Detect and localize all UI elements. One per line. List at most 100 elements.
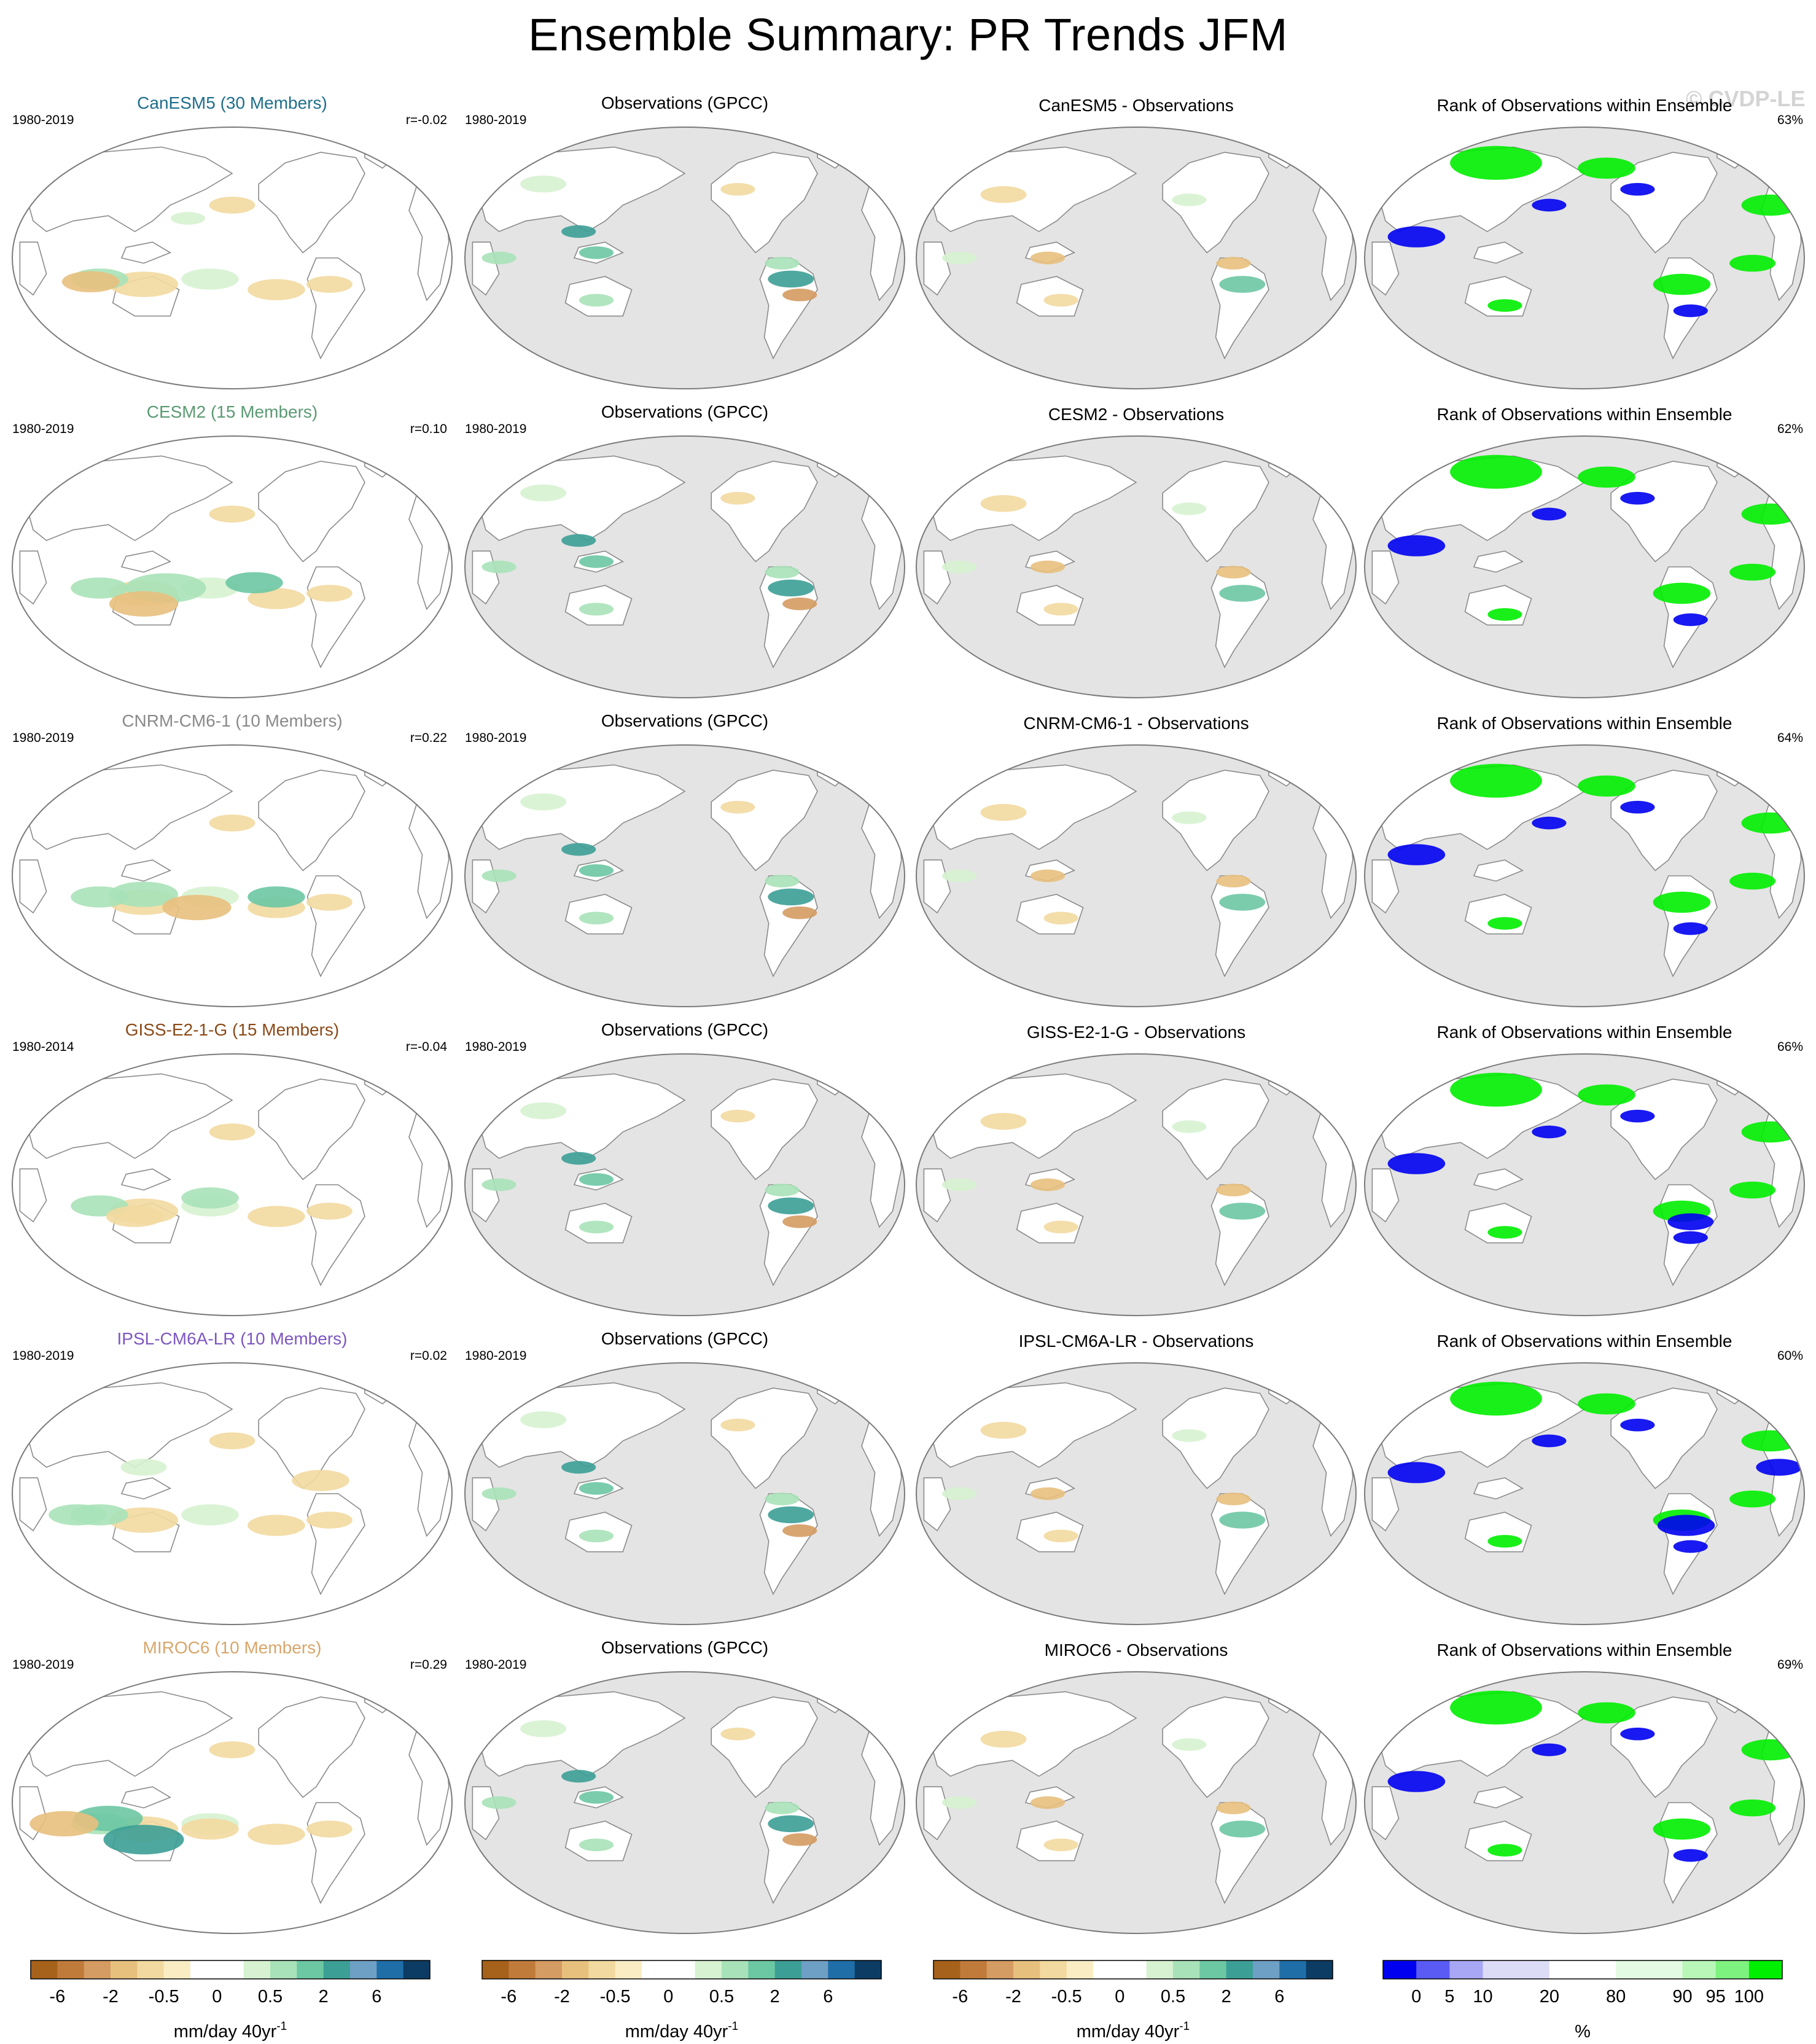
coastline bbox=[120, 1786, 172, 1809]
panel-r5-c2: Observations (GPCC) 1980-2019 bbox=[464, 1329, 905, 1625]
colorbar-tick-label: 10 bbox=[1473, 1987, 1492, 2007]
field-patch bbox=[768, 579, 814, 597]
pattern-correlation: r=0.29 bbox=[410, 1658, 447, 1672]
field-patch bbox=[1387, 535, 1446, 556]
map-border bbox=[1364, 1671, 1805, 1934]
colorbar-model: -6 -2 -0.5 0 0.5 2 6 mm/day 40yr-1 bbox=[30, 1960, 431, 2042]
obs-title: Observations (GPCC) bbox=[601, 1020, 768, 1039]
colorbar-bin bbox=[1649, 1960, 1683, 1979]
field-patch bbox=[1729, 1490, 1776, 1508]
colorbar-bin bbox=[243, 1960, 271, 1979]
field-patch bbox=[1172, 1429, 1207, 1442]
field-patch bbox=[579, 1791, 614, 1804]
colorbar-tick-label: 100 bbox=[1734, 1987, 1764, 2007]
panel-r3-c2: Observations (GPCC) 1980-2019 bbox=[464, 711, 905, 1007]
colorbar-bin bbox=[1279, 1960, 1307, 1979]
field-patch bbox=[1532, 198, 1567, 212]
coastline bbox=[1371, 1786, 1400, 1841]
colorbar-bin bbox=[722, 1960, 749, 1979]
obs-title: Observations (GPCC) bbox=[601, 711, 768, 730]
coastline bbox=[258, 152, 365, 254]
obs-period: 1980-2019 bbox=[465, 422, 526, 436]
field-patch bbox=[579, 864, 614, 877]
colorbar-tick-label: 90 bbox=[1672, 1987, 1692, 2007]
rank-title: Rank of Observations within Ensemble bbox=[1437, 714, 1732, 733]
coastline bbox=[120, 1477, 172, 1500]
field-patch bbox=[1673, 613, 1708, 626]
colorbar-bin bbox=[1066, 1960, 1094, 1979]
field-patch bbox=[1487, 608, 1522, 621]
field-patch bbox=[1172, 193, 1207, 206]
coastline bbox=[1610, 1387, 1718, 1489]
field-patch bbox=[247, 279, 305, 300]
colorbar-bin bbox=[960, 1960, 988, 1979]
coastline bbox=[932, 764, 1137, 850]
field-patch bbox=[720, 800, 755, 814]
colorbar-tick-label: -6 bbox=[501, 1987, 516, 2007]
field-patch bbox=[1450, 1690, 1542, 1725]
field-patch bbox=[1620, 1727, 1655, 1741]
model-title: CESM2 (15 Members) bbox=[147, 402, 318, 421]
field-patch bbox=[1487, 1844, 1522, 1857]
colorbar-bin bbox=[163, 1960, 191, 1979]
model-title: CanESM5 (30 Members) bbox=[137, 93, 327, 112]
map-border bbox=[464, 1362, 905, 1625]
colorbar-bin bbox=[668, 1960, 696, 1979]
colorbar-units: mm/day 40yr-1 bbox=[625, 2020, 739, 2042]
colorbar-bin bbox=[695, 1960, 722, 1979]
difference-title: GISS-E2-1-G - Observations bbox=[1027, 1023, 1245, 1042]
field-patch bbox=[306, 1203, 353, 1220]
model-title: IPSL-CM6A-LR (10 Members) bbox=[117, 1329, 348, 1348]
field-patch bbox=[292, 1470, 349, 1491]
colorbar-tick-label: -6 bbox=[49, 1987, 65, 2007]
coastline bbox=[480, 1073, 686, 1159]
field-patch bbox=[1216, 1801, 1251, 1814]
field-patch bbox=[181, 1504, 239, 1526]
model-period: 1980-2019 bbox=[12, 422, 74, 436]
pattern-correlation: r=0.22 bbox=[410, 731, 447, 745]
map-border bbox=[12, 1671, 453, 1934]
colorbar-bin bbox=[1682, 1960, 1717, 1979]
field-patch bbox=[1578, 466, 1635, 488]
field-patch bbox=[162, 894, 232, 921]
field-patch bbox=[1487, 1535, 1522, 1548]
colorbar-bin bbox=[190, 1960, 217, 1979]
field-patch bbox=[1387, 1771, 1446, 1792]
colorbar-bin bbox=[1616, 1960, 1650, 1979]
field-patch bbox=[209, 1432, 255, 1449]
coastline bbox=[711, 1079, 818, 1180]
colorbar-tick-label: 0 bbox=[1411, 1987, 1421, 2007]
colorbar-tick-label: -0.5 bbox=[149, 1987, 179, 2007]
watermark: © CVDP-LE bbox=[1686, 86, 1806, 111]
field-patch bbox=[1673, 1231, 1708, 1244]
field-patch bbox=[1219, 894, 1266, 911]
coastline bbox=[1371, 1477, 1400, 1532]
colorbar-tick-label: 0 bbox=[212, 1987, 222, 2007]
rank-percent: 63% bbox=[1777, 113, 1803, 127]
map-border bbox=[464, 1671, 905, 1934]
coastline bbox=[711, 461, 818, 563]
obs-title: Observations (GPCC) bbox=[601, 1329, 768, 1348]
colorbar-bin bbox=[854, 1960, 882, 1979]
colorbar-bin bbox=[748, 1960, 776, 1979]
model-title: MIROC6 (10 Members) bbox=[143, 1638, 322, 1657]
map-border bbox=[464, 127, 905, 389]
field-patch bbox=[765, 1801, 800, 1814]
field-patch bbox=[109, 591, 179, 617]
coastline bbox=[1610, 461, 1718, 563]
panel-r1-c1: CanESM5 (30 Members) 1980-2019 r=-0.02 bbox=[12, 93, 453, 389]
panel-r4-c2: Observations (GPCC) 1980-2019 bbox=[464, 1020, 905, 1316]
field-patch bbox=[209, 197, 255, 214]
field-patch bbox=[1667, 1213, 1714, 1230]
field-patch bbox=[980, 804, 1027, 821]
panel-r5-c3: IPSL-CM6A-LR - Observations bbox=[916, 1332, 1357, 1625]
rank-percent: 66% bbox=[1777, 1040, 1803, 1054]
colorbar-tick-label: -6 bbox=[952, 1987, 968, 2007]
obs-title: Observations (GPCC) bbox=[601, 402, 768, 421]
difference-title: IPSL-CM6A-LR - Observations bbox=[1019, 1332, 1254, 1351]
field-patch bbox=[1653, 891, 1711, 913]
obs-period: 1980-2019 bbox=[465, 113, 526, 127]
model-title: GISS-E2-1-G (15 Members) bbox=[125, 1020, 340, 1039]
coastline bbox=[1473, 1477, 1524, 1500]
difference-title: CanESM5 - Observations bbox=[1039, 96, 1233, 115]
